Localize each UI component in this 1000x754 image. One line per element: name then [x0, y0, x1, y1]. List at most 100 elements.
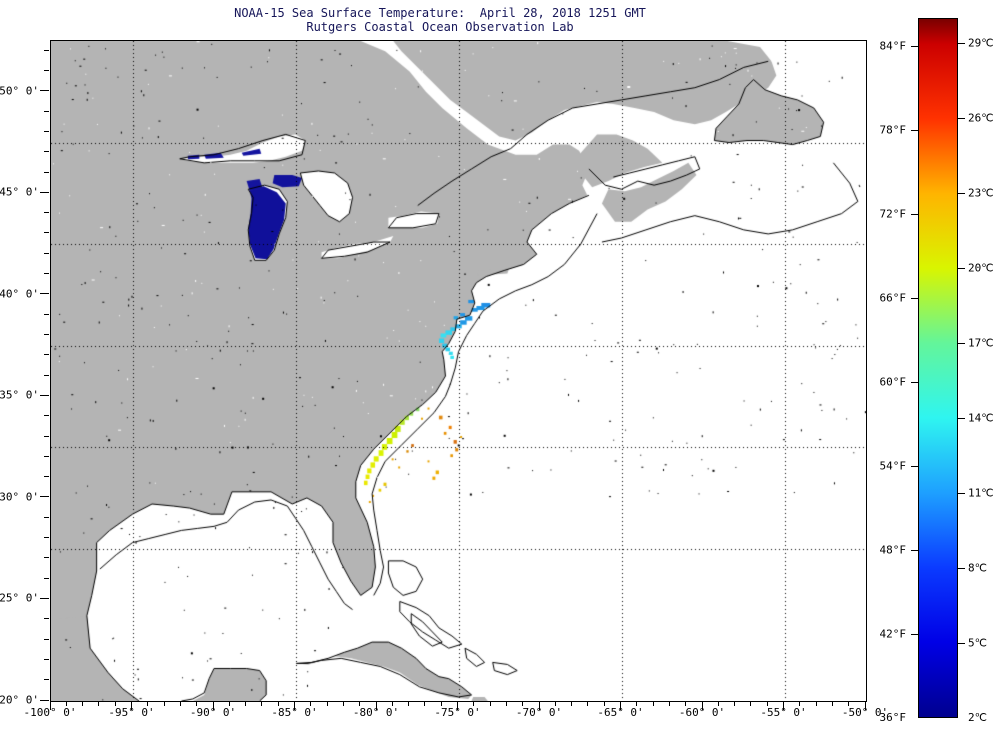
x-axis-major-tick: [375, 701, 377, 710]
colorbar-tick-fahrenheit: [911, 298, 919, 299]
x-axis-major-tick: [701, 701, 703, 710]
x-axis-minor-tick: [734, 701, 736, 706]
x-axis-major-tick: [864, 701, 866, 710]
colorbar-label-fahrenheit: 72°F: [879, 207, 907, 221]
colorbar-tick-celsius: [957, 493, 965, 494]
y-axis-major-tick: [40, 699, 49, 701]
y-axis-major-tick: [40, 90, 49, 92]
x-axis-major-tick: [212, 701, 214, 710]
colorbar-tick-fahrenheit: [911, 466, 919, 467]
y-axis-minor-tick: [44, 679, 49, 681]
y-axis-minor-tick: [44, 110, 49, 112]
colorbar-label-fahrenheit: 78°F: [879, 123, 907, 137]
colorbar-label-celsius: 17℃: [968, 336, 994, 350]
x-axis-minor-tick: [359, 701, 361, 706]
y-axis-minor-tick: [44, 455, 49, 457]
colorbar-tick-celsius: [957, 568, 965, 569]
colorbar-tick-fahrenheit: [911, 214, 919, 215]
colorbar-tick-celsius: [957, 118, 965, 119]
x-axis-minor-tick: [603, 701, 605, 706]
x-axis-minor-tick: [815, 701, 817, 706]
x-axis-minor-tick: [652, 701, 654, 706]
colorbar-gradient: [918, 18, 958, 718]
colorbar-label-fahrenheit: 48°F: [879, 543, 907, 557]
colorbar-tick-fahrenheit: [911, 550, 919, 551]
x-axis-minor-tick: [147, 701, 149, 706]
y-axis-minor-tick: [44, 537, 49, 539]
x-axis-minor-tick: [587, 701, 589, 706]
x-axis-minor-tick: [310, 701, 312, 706]
x-axis-minor-tick: [277, 701, 279, 706]
x-axis-major-tick: [538, 701, 540, 710]
y-axis-minor-tick: [44, 212, 49, 214]
colorbar-label-celsius: 26℃: [968, 111, 994, 125]
title-line-1: NOAA-15 Sea Surface Temperature: April 2…: [234, 6, 646, 20]
sst-map-plot-area[interactable]: [50, 40, 867, 702]
y-axis-minor-tick: [44, 313, 49, 315]
y-axis-minor-tick: [44, 435, 49, 437]
colorbar-tick-fahrenheit: [911, 382, 919, 383]
x-axis-minor-tick: [261, 701, 263, 706]
chart-title-block: NOAA-15 Sea Surface Temperature: April 2…: [0, 6, 880, 34]
y-axis-minor-tick: [44, 354, 49, 356]
x-axis-minor-tick: [489, 701, 491, 706]
colorbar-min-celsius-label: 2℃: [968, 711, 987, 724]
colorbar-label-celsius: 23℃: [968, 186, 994, 200]
x-axis-major-tick: [131, 701, 132, 710]
x-axis-minor-tick: [82, 701, 84, 706]
colorbar-label-fahrenheit: 54°F: [879, 459, 907, 473]
x-axis-label: -100° 0': [23, 706, 77, 719]
colorbar-tick-celsius: [957, 643, 965, 644]
colorbar-tick-celsius: [957, 43, 965, 44]
y-axis-minor-tick: [44, 618, 49, 620]
x-axis-label: -50° 0': [841, 706, 889, 719]
y-axis-minor-tick: [44, 69, 49, 71]
x-axis-major-tick: [620, 701, 621, 710]
y-axis-minor-tick: [44, 415, 49, 417]
colorbar-label-fahrenheit: 84°F: [879, 39, 907, 53]
x-axis-minor-tick: [473, 701, 475, 706]
y-axis-minor-tick: [44, 151, 49, 153]
colorbar-min-fahrenheit-label: 36°F: [879, 711, 907, 724]
x-axis-minor-tick: [799, 701, 801, 706]
x-axis-label: -70° 0': [515, 706, 563, 719]
x-axis-minor-tick: [831, 701, 833, 706]
x-axis-label: -95° 0': [108, 706, 155, 719]
x-axis-label: -90° 0': [189, 706, 237, 719]
y-axis-major-tick: [40, 394, 49, 396]
x-axis-minor-tick: [163, 701, 165, 706]
y-axis-label: 45° 0': [0, 185, 39, 199]
y-axis-minor-tick: [44, 516, 49, 518]
x-axis-major-tick: [783, 701, 784, 710]
colorbar-label-celsius: 20℃: [968, 261, 994, 275]
y-axis-label: 20° 0': [0, 693, 39, 707]
y-axis-major-tick: [40, 597, 49, 599]
colorbar-tick-celsius: [957, 268, 965, 269]
y-axis-major-tick: [40, 191, 49, 193]
x-axis-minor-tick: [522, 701, 524, 706]
colorbar-label-celsius: 14℃: [968, 411, 994, 425]
colorbar-tick-fahrenheit: [911, 634, 919, 635]
x-axis-label: -80° 0': [352, 706, 400, 719]
y-axis-label: 50° 0': [0, 84, 39, 98]
colorbar-label-fahrenheit: 60°F: [879, 375, 907, 389]
y-axis-minor-tick: [44, 658, 49, 660]
x-axis-minor-tick: [65, 701, 67, 706]
y-axis-minor-tick: [44, 130, 49, 132]
x-axis-minor-tick: [717, 701, 719, 706]
x-axis-minor-tick: [408, 701, 410, 706]
x-axis-minor-tick: [505, 701, 507, 706]
y-axis-label: 40° 0': [0, 287, 39, 301]
y-axis-minor-tick: [44, 577, 49, 579]
y-axis-minor-tick: [44, 476, 49, 478]
colorbar-label-celsius: 5℃: [968, 636, 987, 650]
colorbar-label-fahrenheit: 42°F: [879, 627, 907, 641]
x-axis-minor-tick: [766, 701, 768, 706]
x-axis-major-tick: [457, 701, 458, 710]
sst-map-canvas[interactable]: [51, 41, 866, 701]
y-axis-major-tick: [40, 496, 49, 498]
y-axis-minor-tick: [44, 171, 49, 173]
colorbar-label-celsius: 29℃: [968, 36, 994, 50]
temperature-colorbar[interactable]: 84°F 78°F 72°F 66°F 60°F 54°F 48°F 42°F 29℃ 26℃ 23…: [880, 18, 994, 718]
x-axis-minor-tick: [440, 701, 442, 706]
